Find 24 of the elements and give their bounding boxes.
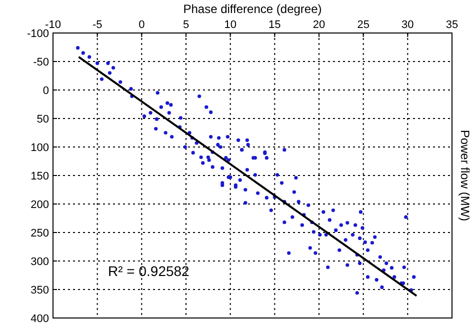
x-axis-title: Phase difference (degree) [183,2,322,16]
y-tick-label: 200 [30,199,49,211]
x-tick-label: 30 [402,19,414,31]
x-tick-label: 35 [446,19,458,31]
y-tick-label: 0 [42,85,49,97]
y-axis-title: Power flow (MW) [458,130,472,222]
x-tick-label: 0 [138,19,145,31]
x-tick-label: 10 [224,19,236,31]
y-tick-label: 300 [30,256,49,268]
y-tick-label: 50 [36,114,49,126]
x-tick-label: 25 [357,19,370,31]
y-tick-label: 350 [30,284,49,296]
y-tick-label: -50 [33,56,49,68]
x-tick-label: -5 [92,19,102,31]
y-tick-label: -100 [26,28,49,40]
y-tick-label: 100 [30,142,49,154]
annotation: R² = 0.92582 [108,263,190,279]
x-tick-label: 15 [268,19,281,31]
x-tick-label: -10 [45,19,61,31]
y-tick-label: 250 [30,228,49,240]
x-tick-label: 20 [312,19,326,31]
y-tick-label: 150 [30,170,49,182]
x-tick-label: 5 [182,19,190,31]
y-tick-label: 400 [30,313,49,325]
